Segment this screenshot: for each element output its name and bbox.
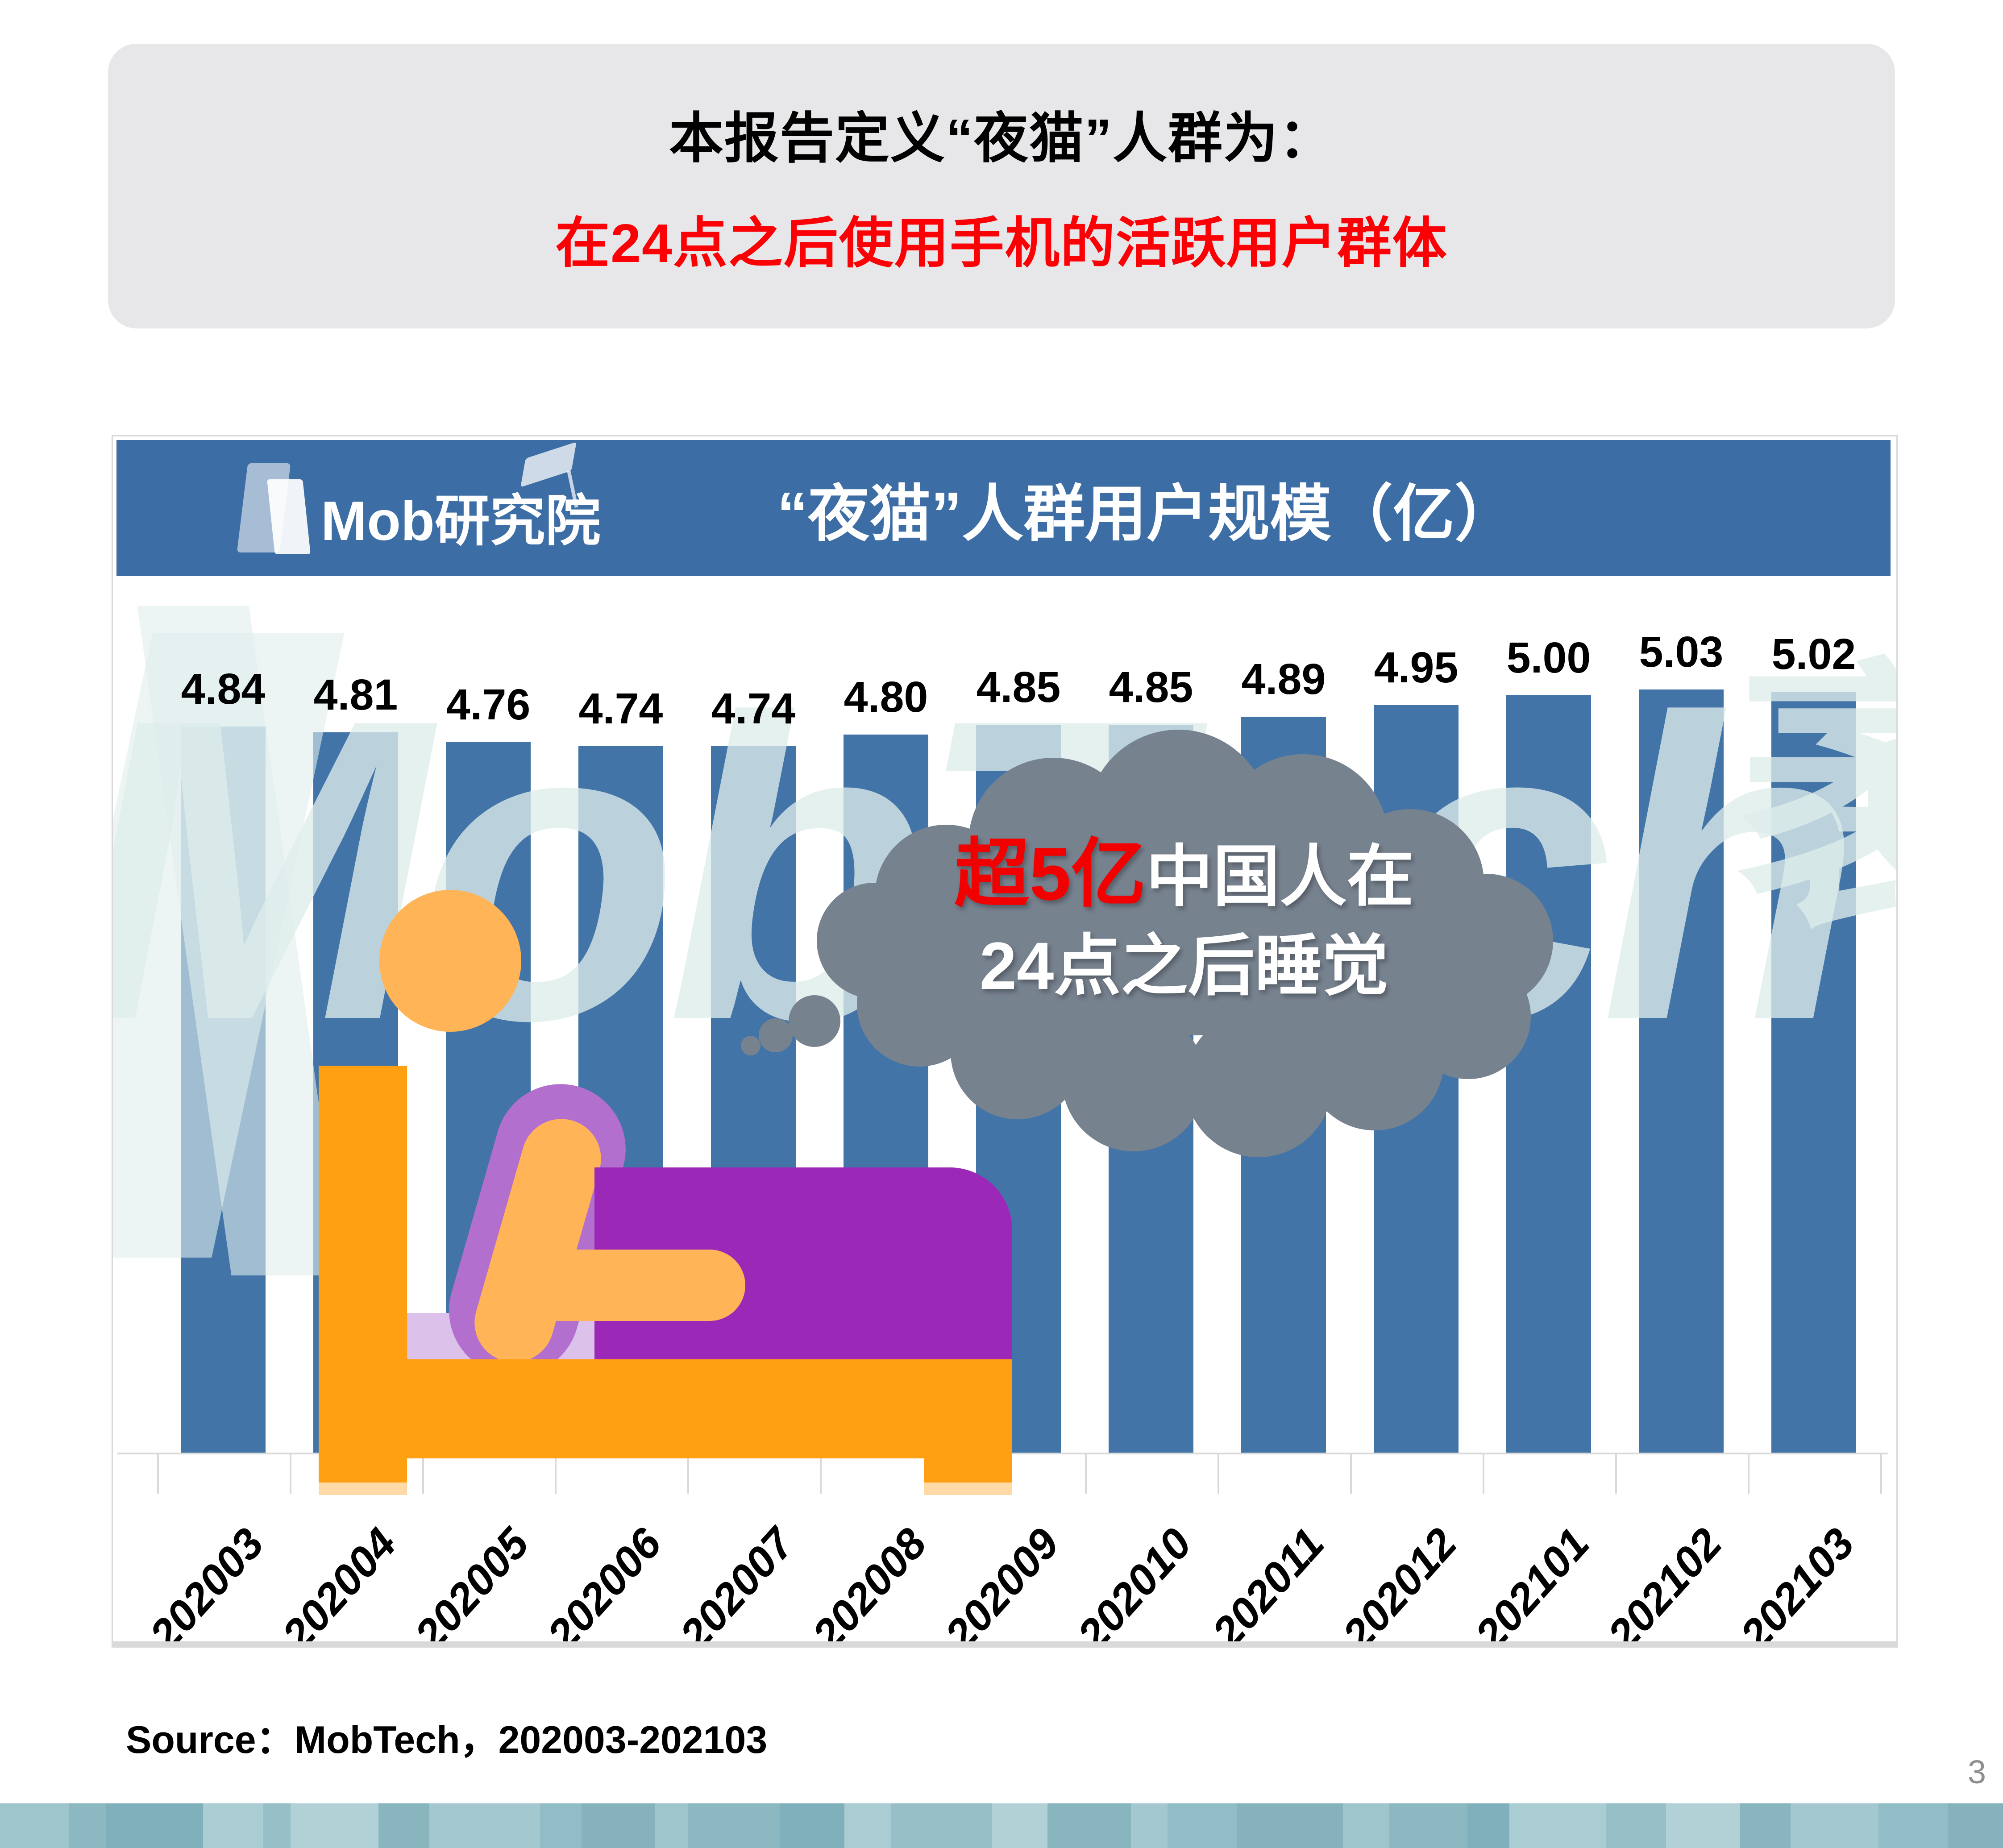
definition-header-box: 本报告定义“夜猫”人群为： 在24点之后使用手机的活跃用户群体 [108, 44, 1895, 328]
footer-strip-segment [1343, 1803, 1389, 1848]
person-forearm [522, 1250, 745, 1321]
footer-strip-segment [687, 1803, 780, 1848]
bar-value-label: 4.85 [1109, 663, 1193, 711]
footer-strip-segment [1740, 1803, 1791, 1848]
axis-tick [1482, 1453, 1484, 1494]
thought-bubble-puff [741, 1036, 760, 1055]
footer-strip-segment [1947, 1803, 2003, 1848]
axis-tick [1085, 1453, 1087, 1494]
callout-line1: 超5亿中国人在 [954, 832, 1414, 916]
mob-research-logo: Mob研究院 [233, 442, 601, 565]
footer-strip-segment [992, 1803, 1048, 1848]
footer-strip-segment [291, 1803, 378, 1848]
footer-strip-segment [540, 1803, 582, 1848]
axis-tick [157, 1453, 159, 1494]
person-head [379, 890, 521, 1032]
thought-bubble-puff [1185, 1010, 1332, 1157]
thought-bubble-puff [759, 1018, 793, 1052]
thought-bubble-text: 超5亿中国人在 24点之后睡觉 [889, 829, 1479, 1010]
sleeping-person-illustration [113, 436, 1894, 1634]
callout-highlight: 超5亿 [954, 832, 1146, 916]
definition-title-line2: 在24点之后使用手机的活跃用户群体 [555, 213, 1448, 274]
footer-strip-segment [1168, 1803, 1237, 1848]
thought-bubble: 超5亿中国人在 24点之后睡觉 [113, 436, 1894, 1634]
footer-strip-segment [1130, 1803, 1168, 1848]
footer-strip-segment [1389, 1803, 1468, 1848]
footer-strip-segment [1878, 1803, 1948, 1848]
bed-leg-right [924, 1458, 1012, 1483]
footer-strip-segment [69, 1803, 106, 1848]
footer-color-strip [0, 1803, 2003, 1848]
footer-strip-segment [890, 1803, 993, 1848]
thought-bubble-puff [817, 883, 933, 999]
footer-strip-segment [1791, 1803, 1878, 1848]
footer-strip-segment [1606, 1803, 1666, 1848]
chart-panel: Mob研究院 “夜猫”人群用户规模（亿） MobTech 袤博 4.842020… [112, 435, 1898, 1648]
bar-value-label: 4.74 [711, 684, 796, 733]
footer-strip-segment [429, 1803, 540, 1848]
bar-value-label: 4.84 [181, 664, 266, 713]
footer-strip-segment [844, 1803, 891, 1848]
axis-tick [554, 1453, 557, 1494]
axis-tick [1350, 1453, 1352, 1494]
footer-strip-segment [263, 1803, 291, 1848]
logo-text: Mob研究院 [321, 490, 601, 552]
axis-tick [422, 1453, 424, 1494]
footer-strip-segment [106, 1803, 203, 1848]
footer-strip-segment [0, 1803, 70, 1848]
axis-tick [687, 1453, 689, 1494]
chart-title: “夜猫”人群用户规模（亿） [777, 479, 1517, 548]
axis-tick [819, 1453, 822, 1494]
footer-strip-segment [1237, 1803, 1343, 1848]
thought-bubble-puff [789, 995, 840, 1047]
bar [1639, 689, 1724, 1453]
bar-value-label: 4.95 [1374, 643, 1459, 692]
footer-strip-segment [581, 1803, 656, 1848]
bar-value-label: 4.85 [976, 663, 1061, 711]
bar-value-label: 5.00 [1506, 633, 1591, 682]
bar [1506, 695, 1591, 1453]
bed-leg-left [319, 1066, 407, 1483]
thought-bubble-puff [1062, 1009, 1205, 1151]
axis-tick [1615, 1453, 1617, 1494]
axis-tick [1880, 1453, 1882, 1494]
bar-value-label: 4.76 [446, 680, 531, 729]
bar-value-label: 5.02 [1771, 630, 1856, 678]
axis-tick [289, 1453, 291, 1494]
axis-tick [1217, 1453, 1219, 1494]
footer-strip-segment [1047, 1803, 1131, 1848]
bar-value-label: 4.81 [313, 670, 398, 719]
footer-strip-segment [203, 1803, 263, 1848]
bar-value-label: 4.74 [578, 684, 663, 733]
bar [1771, 692, 1856, 1453]
bed-leg-left-foot [319, 1483, 407, 1495]
footer-strip-segment [1666, 1803, 1740, 1848]
bed-base [319, 1359, 1012, 1458]
footer-strip-segment [378, 1803, 429, 1848]
bar-value-label: 4.80 [844, 673, 928, 721]
definition-title-line1: 本报告定义“夜猫”人群为： [669, 108, 1334, 169]
chart-header-bar: Mob研究院 “夜猫”人群用户规模（亿） [116, 440, 1891, 576]
bed-leg-right-foot [924, 1483, 1012, 1495]
footer-strip-segment [1509, 1803, 1606, 1848]
footer-strip-segment [1467, 1803, 1509, 1848]
watermark-maobo: 袤博 [1737, 570, 1896, 984]
source-note: Source：MobTech，202003-202103 [126, 1719, 768, 1761]
callout-line2: 24点之后睡觉 [979, 928, 1389, 1003]
bar-value-label: 5.03 [1639, 627, 1724, 676]
page-number: 3 [1967, 1753, 1986, 1790]
axis-tick [1747, 1453, 1750, 1494]
bar-value-label: 4.89 [1241, 655, 1326, 703]
footer-strip-segment [655, 1803, 688, 1848]
footer-strip-segment [780, 1803, 845, 1848]
